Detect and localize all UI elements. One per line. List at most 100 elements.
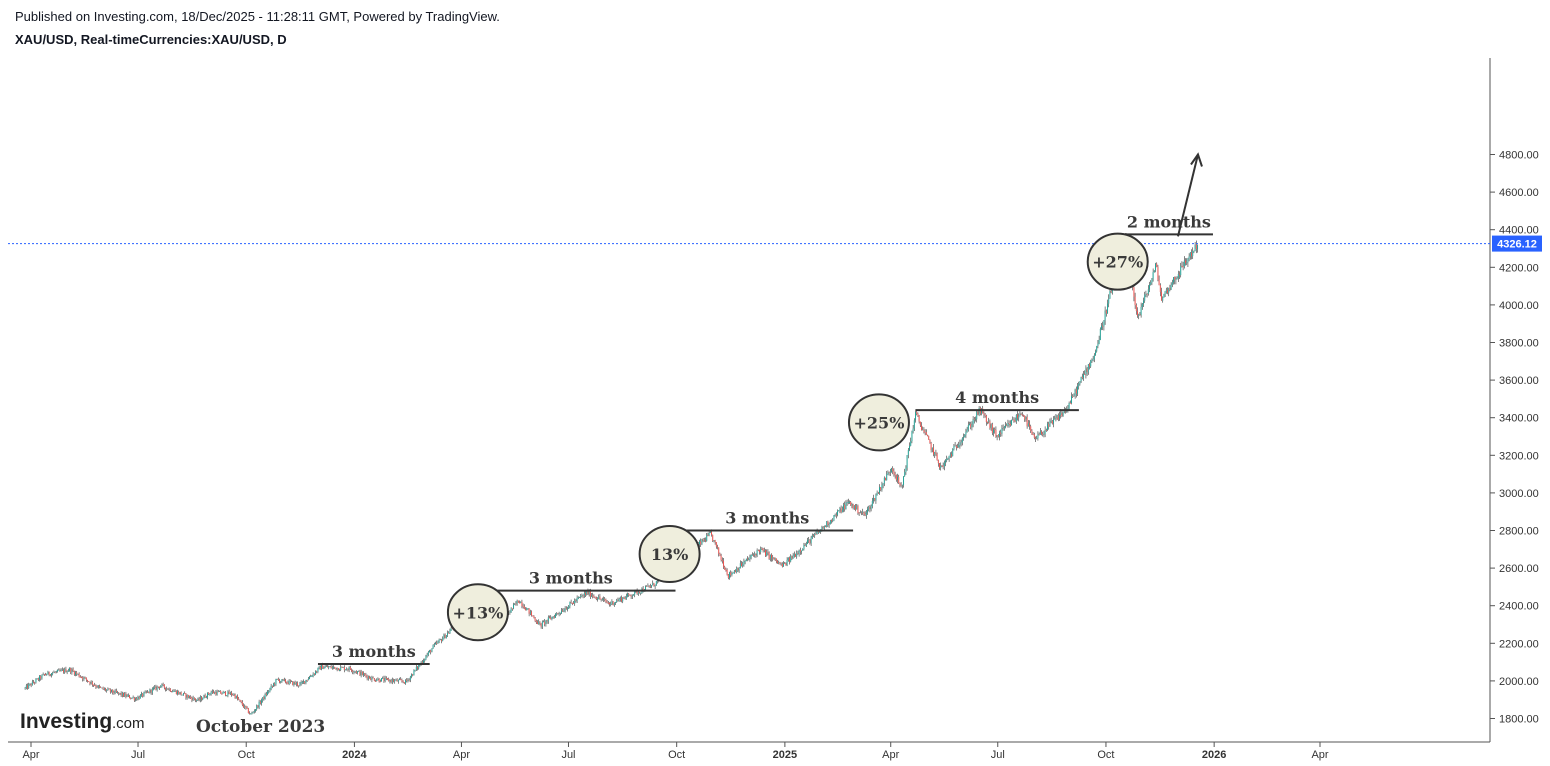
candle-body [1141,303,1143,307]
candle-body [959,443,961,446]
candle-body [591,595,593,597]
candle-body [631,595,633,597]
candle-body [47,671,49,675]
candle-body [59,669,61,671]
candle-body [207,692,209,698]
candle-body [1087,364,1089,373]
price-tick-label: 3800.00 [1499,338,1539,350]
time-tick-label: 2024 [342,749,367,761]
candle-body [270,685,272,689]
candle-body [226,695,228,697]
candle-body [1195,244,1197,250]
candle-body [399,679,401,681]
candle-body [532,615,534,617]
candle-body [871,501,873,507]
candle-body [885,477,887,481]
candle-body [384,677,386,682]
candle-body [874,498,876,501]
candle-body [655,581,657,586]
candle-body [605,599,607,602]
candle-body [747,558,749,560]
candle-body [1035,437,1037,439]
candle-body [196,700,198,701]
candle-body [271,685,273,687]
candle-body [654,585,656,587]
candle-body [1135,305,1137,311]
candle-body [729,572,731,578]
candle-body [1068,403,1070,409]
candle-body [99,685,101,687]
candle-body [136,698,138,700]
candle-body [339,669,341,671]
candle-body [1009,424,1011,426]
candle-body [387,678,389,680]
candle-body [847,502,849,503]
candle-body [275,679,277,685]
candle-body [610,604,612,605]
candle-body [49,674,51,676]
candle-body [1192,251,1194,257]
candle-body [405,679,407,684]
candle-body [321,664,323,670]
gain-circles: +13% 13% +25% +27% [446,232,1149,642]
range-label: 3 months [332,642,416,661]
candle-body [903,476,905,485]
candle-body [180,692,182,695]
candle-body [1048,423,1050,427]
candle-body [552,616,554,618]
candle-body [922,429,924,431]
candle-body [912,428,914,432]
candle-body [978,407,980,415]
range-label: 4 months [955,388,1039,407]
candle-body [1090,360,1092,367]
price-tick-label: 4400.00 [1499,225,1539,237]
candle-body [551,617,553,620]
price-tick-label: 4200.00 [1499,262,1539,274]
projection-arrow [1177,154,1199,237]
candle-body [925,432,927,436]
candle-body [377,678,379,681]
candle-body [562,610,564,612]
candle-body [877,492,879,494]
candle-body [37,678,39,680]
candle-body [406,679,408,682]
candle-body [27,685,29,689]
candle-body [935,452,937,454]
gain-circle [847,393,910,452]
candle-body [141,693,143,696]
candle-body [841,509,843,513]
candle-body [265,694,267,695]
candle-body [299,683,301,686]
candle-body [997,435,999,437]
candle-body [619,597,621,600]
candle-body [429,650,431,652]
candle-body [268,691,270,693]
candle-body [433,644,435,646]
candle-body [1151,278,1153,283]
candle-body [1081,376,1083,379]
candle-body [57,669,59,672]
candle-body [789,557,791,562]
candle-body [409,676,411,681]
candle-body [999,432,1001,437]
october-2023-note: October 2023 [196,717,325,737]
candle-body [600,598,602,600]
candle-body [645,586,647,591]
candle-body [917,413,919,417]
candle-body [172,691,174,693]
gain-label: +25% [854,413,905,432]
candle-body [40,676,42,679]
candle-body [581,595,583,597]
candle-body [168,688,170,690]
candle-body [52,672,54,674]
candle-body [911,431,913,442]
candle-body [310,676,312,678]
candle-body [130,698,132,699]
candle-body [341,666,343,668]
candle-body [184,693,186,694]
candle-body [516,600,518,604]
candle-body [1099,328,1101,340]
candle-body [249,713,251,714]
candle-body [139,695,141,699]
